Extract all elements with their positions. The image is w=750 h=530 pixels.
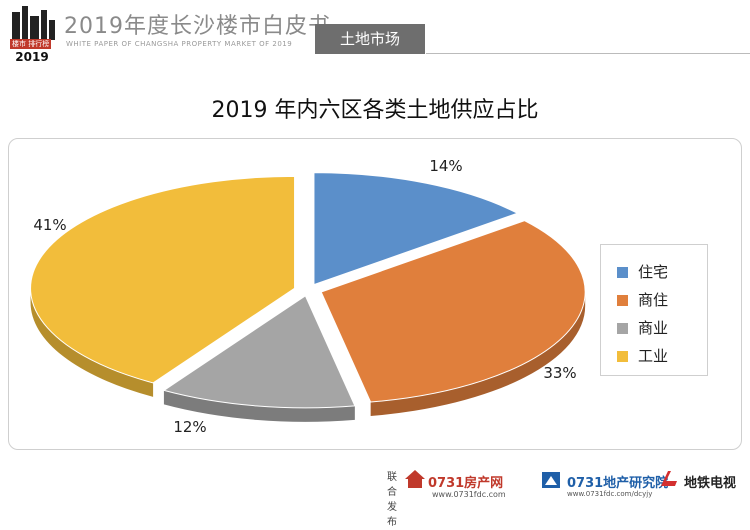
legend-item-2: 商业: [617, 317, 668, 337]
section-tab: 土地市场: [315, 24, 425, 54]
logo-tag: 楼市 排行榜: [10, 39, 52, 49]
pie-chart: 14% 33% 12% 41%: [30, 157, 586, 436]
pie-slice-2: [162, 295, 356, 409]
pie-slice-1: [320, 220, 586, 403]
building-icon: [12, 6, 55, 40]
logo-year: 2019: [15, 50, 49, 64]
legend-label-3: 工业: [638, 347, 669, 365]
report-title: 2019年度长沙楼市白皮书: [64, 14, 331, 39]
research-logo-icon: [542, 472, 560, 488]
white-paper-logo: 楼市 排行榜 2019: [8, 6, 56, 64]
pie-label-1: 33%: [543, 364, 576, 382]
pie-slice-0: [313, 172, 519, 286]
chart-frame: [8, 138, 742, 450]
header: 楼市 排行榜 2019 2019年度长沙楼市白皮书 WHITE PAPER OF…: [0, 0, 750, 70]
footer-label: 联合发布: [387, 472, 397, 528]
org-0731fdc-url: www.0731fdc.com: [432, 490, 506, 499]
pie-slice-side-3: [30, 288, 154, 397]
header-divider: [426, 53, 750, 54]
legend-item-3: 工业: [617, 345, 668, 365]
legend-swatch-3: [617, 351, 628, 362]
org-research-institute: 0731地产研究院: [567, 476, 669, 491]
org-0731fdc: 0731房产网: [428, 476, 504, 491]
chart-title: 2019 年内六区各类土地供应占比: [211, 98, 539, 123]
report-title-en: WHITE PAPER OF CHANGSHA PROPERTY MARKET …: [66, 40, 293, 48]
pie-label-2: 12%: [173, 418, 206, 436]
org-research-url: www.0731fdc.com/dcyjy: [567, 490, 653, 498]
house-logo-icon: [405, 470, 425, 488]
chart-legend: 住宅 商住 商业 工业: [600, 244, 708, 376]
legend-label-2: 商业: [638, 319, 669, 337]
pie-slice-3: [30, 175, 296, 384]
pie-slice-side-1: [370, 292, 586, 417]
legend-swatch-2: [617, 323, 628, 334]
pie-label-0: 14%: [429, 157, 462, 175]
legend-label-1: 商住: [638, 291, 669, 309]
legend-swatch-1: [617, 295, 628, 306]
legend-item-0: 住宅: [617, 261, 668, 281]
legend-label-0: 住宅: [638, 263, 669, 281]
metro-tv-logo-icon: [661, 471, 677, 486]
legend-item-1: 商住: [617, 289, 668, 309]
pie-label-3: 41%: [33, 216, 66, 234]
org-metro-tv: 地铁电视: [684, 476, 737, 491]
legend-swatch-0: [617, 267, 628, 278]
pie-slice-side-2: [163, 390, 355, 422]
